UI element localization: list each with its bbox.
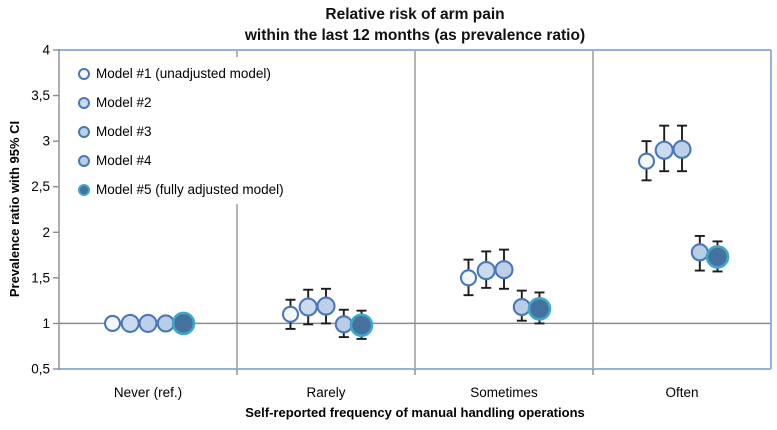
y-tick-label: 4	[42, 43, 50, 58]
data-point-marker	[316, 296, 336, 316]
legend-item-label: Model #3	[96, 124, 152, 139]
data-point-marker	[705, 245, 730, 269]
legend-marker-icon	[78, 183, 90, 196]
legend-marker-icon	[78, 67, 90, 80]
data-point-marker	[494, 260, 514, 280]
chart-title-line1: Relative risk of arm pain	[325, 6, 505, 23]
x-category-label: Sometimes	[470, 385, 538, 400]
data-point-marker	[512, 297, 531, 317]
data-point-marker	[298, 297, 318, 317]
data-point-marker	[349, 313, 374, 338]
chart-title: Relative risk of arm pain within the las…	[59, 4, 771, 46]
data-point-marker	[654, 140, 674, 160]
legend-item-label: Model #4	[96, 153, 152, 168]
x-axis-title: Self-reported frequency of manual handli…	[245, 405, 585, 420]
y-tick-label: 1,5	[31, 270, 50, 285]
data-point-marker	[690, 243, 709, 262]
y-tick-label: 2	[42, 225, 50, 240]
data-point-marker	[672, 139, 692, 159]
data-point-marker	[459, 269, 478, 287]
legend-item-label: Model #2	[96, 95, 152, 110]
data-point-marker	[120, 313, 140, 333]
legend-marker-icon	[78, 96, 90, 109]
data-point-marker	[637, 152, 656, 170]
legend-marker-icon	[78, 154, 90, 167]
x-category-label: Often	[665, 385, 698, 400]
y-tick-label: 1	[42, 316, 50, 331]
chart-title-line2: within the last 12 months (as prevalence…	[244, 27, 586, 44]
legend-item-model-3: Model #3	[70, 117, 370, 146]
data-point-marker	[156, 314, 175, 333]
data-point-marker	[138, 313, 158, 333]
data-point-marker	[281, 305, 300, 323]
legend-item-model-1: Model #1 (unadjusted model)	[70, 59, 370, 88]
legend-item-model-5: Model #5 (fully adjusted model)	[70, 175, 370, 204]
legend-item-label: Model #1 (unadjusted model)	[96, 66, 271, 81]
data-point-marker	[171, 311, 196, 336]
legend-item-model-4: Model #4	[70, 146, 370, 175]
y-tick-label: 2,5	[31, 179, 50, 194]
legend-item-model-2: Model #2	[70, 88, 370, 117]
data-point-marker	[334, 315, 353, 334]
data-point-marker	[103, 314, 122, 332]
y-tick-label: 0,5	[31, 362, 50, 377]
data-point-marker	[527, 297, 552, 321]
data-point-marker	[476, 261, 496, 281]
legend: Model #1 (unadjusted model) Model #2 Model…	[70, 57, 370, 204]
y-tick-label: 3	[42, 134, 50, 149]
x-category-label: Rarely	[306, 385, 345, 400]
y-tick-label: 3,5	[31, 88, 50, 103]
legend-marker-icon	[78, 125, 90, 138]
x-category-label: Never (ref.)	[114, 385, 182, 400]
legend-item-label: Model #5 (fully adjusted model)	[96, 182, 284, 197]
